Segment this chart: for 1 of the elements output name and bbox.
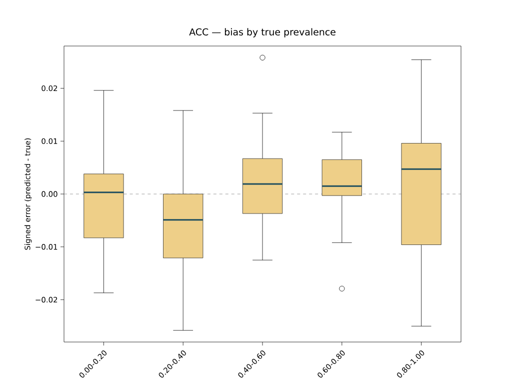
chart-title: ACC — bias by true prevalence xyxy=(189,28,336,38)
